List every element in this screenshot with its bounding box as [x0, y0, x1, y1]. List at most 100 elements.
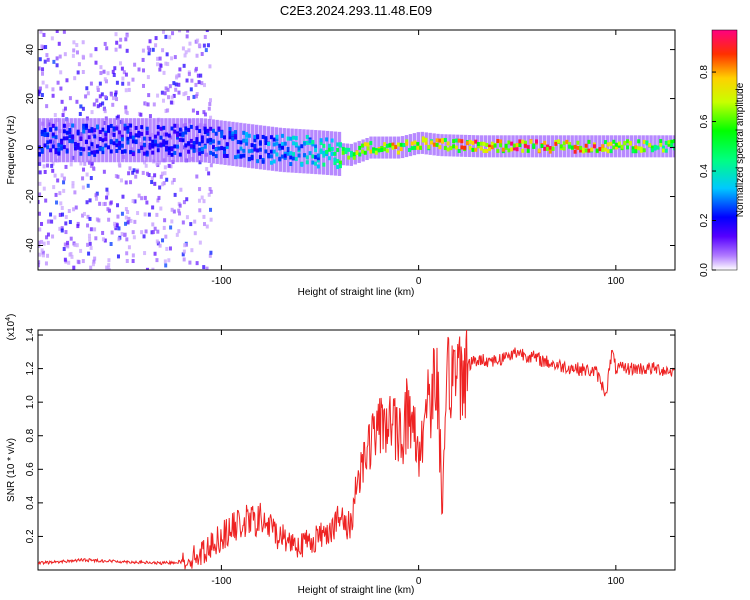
- heatmap-noise-cell: [73, 76, 77, 81]
- heatmap-noise-cell: [156, 198, 160, 203]
- heatmap-ridge-cell: [421, 136, 425, 141]
- heatmap-ridge-cell: [167, 133, 171, 138]
- heatmap-noise-cell: [145, 267, 149, 270]
- heatmap-noise-cell: [114, 32, 118, 37]
- heatmap-ridge-cell: [112, 141, 116, 146]
- heatmap-ridge-cell: [156, 131, 160, 136]
- top-y-tick-label: 20: [25, 93, 36, 105]
- heatmap-noise-cell: [170, 56, 174, 61]
- heatmap-noise-cell: [209, 250, 213, 255]
- heatmap-noise-cell: [121, 194, 125, 199]
- heatmap-noise-cell: [175, 232, 179, 237]
- heatmap-ridge-cell: [316, 153, 320, 158]
- heatmap-noise-cell: [111, 102, 115, 107]
- heatmap-noise-cell: [38, 240, 41, 245]
- heatmap-noise-cell: [66, 244, 70, 249]
- heatmap-ridge-cell: [303, 141, 307, 146]
- heatmap-ridge-cell: [673, 139, 675, 144]
- heatmap-ridge-cell: [579, 145, 583, 150]
- heatmap-ridge-cell: [209, 126, 213, 131]
- heatmap-ridge-cell: [62, 136, 66, 141]
- heatmap-noise-cell: [41, 253, 45, 258]
- heatmap-noise-cell: [65, 78, 69, 83]
- heatmap-ridge-cell: [590, 147, 594, 152]
- heatmap-ridge-cell: [109, 149, 113, 154]
- heatmap-noise-cell: [88, 198, 92, 203]
- heatmap-ridge-cell: [214, 147, 218, 152]
- heatmap-noise-cell: [82, 167, 86, 172]
- heatmap-noise-cell: [85, 172, 89, 177]
- heatmap-noise-cell: [111, 69, 115, 74]
- heatmap-halo-cell: [408, 134, 413, 157]
- heatmap-noise-cell: [45, 104, 49, 109]
- heatmap-noise-cell: [61, 113, 65, 118]
- heatmap-noise-cell: [69, 236, 73, 241]
- bottom-x-tick-label: -100: [211, 576, 231, 587]
- heatmap-ridge-cell: [178, 137, 182, 142]
- heatmap-noise-cell: [68, 96, 72, 101]
- heatmap-noise-cell: [197, 198, 201, 203]
- heatmap-ridge-cell: [573, 144, 577, 149]
- heatmap-noise-cell: [38, 92, 40, 97]
- heatmap-noise-cell: [44, 261, 48, 266]
- heatmap-halo-cell: [38, 118, 42, 163]
- heatmap-noise-cell: [131, 198, 135, 203]
- heatmap-ridge-cell: [198, 147, 202, 152]
- heatmap-ridge-cell: [667, 140, 671, 145]
- heatmap-ridge-cell: [327, 156, 331, 161]
- heatmap-noise-cell: [155, 161, 159, 166]
- heatmap-ridge-cell: [198, 129, 202, 134]
- heatmap-noise-cell: [196, 73, 200, 78]
- heatmap-ridge-cell: [366, 146, 370, 151]
- heatmap-noise-cell: [52, 185, 56, 190]
- heatmap-ridge-cell: [87, 146, 91, 151]
- heatmap-noise-cell: [151, 222, 155, 227]
- heatmap-ridge-cell: [311, 142, 315, 147]
- heatmap-noise-cell: [50, 36, 54, 41]
- heatmap-ridge-cell: [198, 151, 202, 156]
- heatmap-halo-cell: [396, 136, 401, 159]
- heatmap-ridge-cell: [292, 141, 296, 146]
- heatmap-noise-cell: [142, 234, 146, 239]
- heatmap-halo-cell: [41, 118, 46, 163]
- heatmap-noise-cell: [131, 230, 135, 235]
- heatmap-noise-cell: [51, 87, 55, 92]
- heatmap-ridge-cell: [562, 146, 566, 151]
- heatmap-noise-cell: [194, 66, 198, 71]
- heatmap-noise-cell: [98, 102, 102, 107]
- heatmap-noise-cell: [73, 242, 77, 247]
- heatmap-ridge-cell: [601, 147, 605, 152]
- heatmap-ridge-cell: [272, 137, 276, 142]
- heatmap-ridge-cell: [507, 148, 511, 153]
- heatmap-ridge-cell: [51, 123, 55, 128]
- heatmap-noise-cell: [172, 93, 176, 98]
- heatmap-ridge-cell: [639, 146, 643, 151]
- heatmap-noise-cell: [114, 174, 118, 179]
- heatmap-noise-cell: [49, 212, 53, 217]
- heatmap-ridge-cell: [568, 141, 572, 146]
- heatmap-noise-cell: [64, 215, 68, 220]
- heatmap-noise-cell: [202, 83, 206, 88]
- heatmap-halo-cell: [345, 143, 350, 166]
- heatmap-noise-cell: [183, 243, 187, 248]
- heatmap-noise-cell: [41, 80, 45, 85]
- heatmap-ridge-cell: [118, 145, 122, 150]
- heatmap-ridge-cell: [380, 148, 384, 153]
- heatmap-ridge-cell: [424, 137, 428, 142]
- heatmap-noise-cell: [205, 224, 209, 229]
- heatmap-noise-cell: [77, 62, 81, 67]
- heatmap-ridge-cell: [388, 143, 392, 148]
- heatmap-noise-cell: [117, 237, 121, 242]
- heatmap-noise-cell: [179, 187, 183, 192]
- heatmap-noise-cell: [107, 217, 111, 222]
- heatmap-noise-cell: [86, 242, 90, 247]
- heatmap-noise-cell: [98, 94, 102, 99]
- heatmap-noise-cell: [144, 229, 148, 234]
- heatmap-ridge-cell: [49, 127, 53, 132]
- heatmap-ridge-cell: [222, 153, 226, 158]
- heatmap-noise-cell: [122, 70, 126, 75]
- heatmap-ridge-cell: [217, 140, 221, 145]
- heatmap-noise-cell: [178, 67, 182, 72]
- heatmap-noise-cell: [203, 112, 207, 117]
- heatmap-ridge-cell: [659, 139, 663, 144]
